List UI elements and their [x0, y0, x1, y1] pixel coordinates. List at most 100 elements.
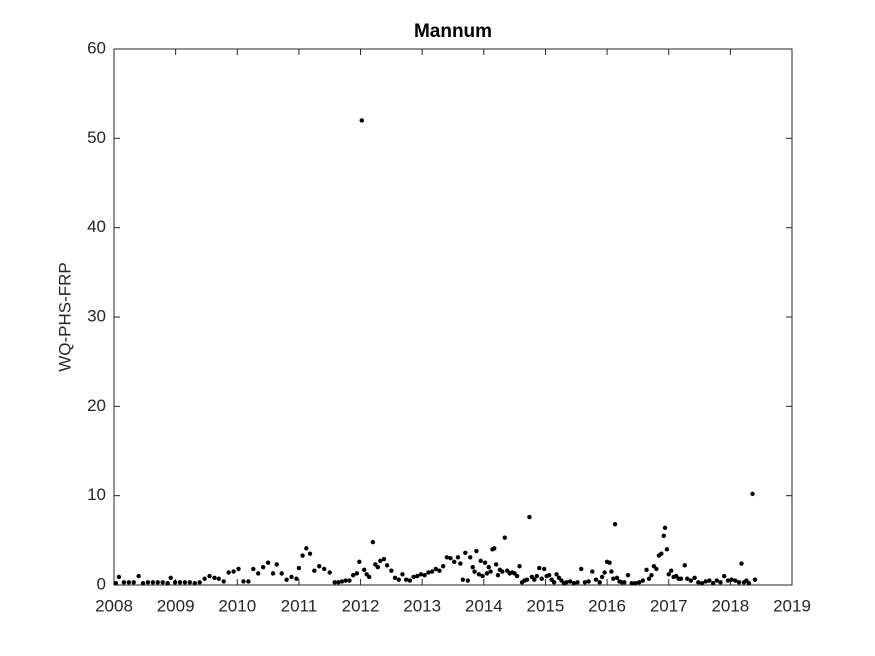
point — [495, 572, 501, 578]
point — [470, 564, 475, 570]
point — [381, 556, 387, 562]
point — [486, 564, 491, 570]
y-axis-label: WQ-PHS-FRP — [55, 262, 74, 372]
point — [468, 555, 473, 560]
point — [452, 559, 457, 564]
point — [612, 522, 618, 527]
point — [426, 570, 431, 575]
point — [321, 566, 327, 572]
point — [599, 574, 605, 580]
point — [140, 581, 146, 586]
y-tick-label: 60 — [87, 38, 106, 57]
point — [160, 580, 165, 585]
point — [440, 564, 446, 569]
point — [564, 580, 569, 585]
point — [415, 573, 420, 579]
point — [722, 573, 727, 579]
point — [640, 578, 646, 583]
point — [493, 562, 499, 567]
point — [474, 548, 479, 554]
point — [633, 581, 638, 586]
point — [226, 570, 231, 575]
point — [465, 578, 470, 583]
point — [392, 575, 398, 581]
point — [688, 578, 694, 583]
point — [532, 577, 537, 582]
point — [539, 576, 544, 581]
point — [692, 575, 697, 581]
x-tick-label: 2014 — [465, 596, 503, 615]
x-tick-label: 2016 — [588, 596, 626, 615]
x-tick-label: 2012 — [342, 596, 380, 615]
x-tick-label: 2011 — [281, 596, 318, 615]
point — [622, 580, 627, 585]
point — [294, 576, 299, 581]
x-tick-label: 2018 — [711, 596, 749, 615]
point — [343, 578, 348, 583]
point — [150, 580, 156, 585]
point — [202, 576, 207, 581]
point — [517, 564, 522, 569]
point — [131, 580, 136, 585]
point — [256, 571, 261, 576]
point — [378, 558, 383, 564]
point — [304, 546, 309, 551]
point — [752, 577, 758, 582]
point — [279, 571, 284, 576]
x-tick-label: 2017 — [650, 596, 688, 615]
point — [718, 580, 723, 585]
point — [403, 577, 409, 582]
point — [231, 569, 236, 574]
chart-title: Mannum — [414, 21, 492, 42]
point — [362, 567, 367, 573]
point — [678, 576, 684, 581]
point — [407, 578, 413, 583]
point — [554, 572, 559, 577]
point — [500, 569, 505, 574]
point — [187, 580, 193, 585]
point — [502, 535, 507, 540]
x-tick-label: 2008 — [95, 596, 133, 615]
point — [396, 577, 401, 582]
point — [472, 569, 477, 574]
point — [375, 564, 381, 570]
point — [422, 572, 427, 578]
point — [168, 575, 173, 581]
plot-area — [113, 48, 793, 586]
point — [145, 580, 151, 585]
point — [296, 565, 302, 571]
point — [327, 570, 332, 575]
point — [611, 576, 616, 581]
point — [458, 561, 463, 566]
point — [400, 572, 405, 577]
point — [418, 572, 424, 577]
point — [246, 579, 251, 584]
point — [586, 579, 591, 584]
point — [649, 572, 654, 578]
point — [597, 580, 602, 585]
point — [659, 551, 664, 556]
point — [666, 572, 671, 577]
y-tick-label: 0 — [97, 574, 106, 593]
point — [274, 562, 279, 567]
point — [165, 581, 170, 586]
point — [629, 581, 634, 586]
point — [593, 577, 599, 582]
point — [575, 580, 580, 585]
point — [350, 572, 356, 578]
point — [534, 573, 540, 579]
point — [668, 568, 674, 573]
point — [484, 571, 490, 576]
point — [696, 580, 701, 585]
point — [590, 569, 595, 574]
point — [197, 580, 202, 585]
point — [284, 577, 289, 582]
point — [433, 566, 438, 572]
point — [682, 563, 687, 568]
x-tick-label: 2009 — [157, 596, 195, 615]
point — [625, 572, 631, 578]
point — [332, 580, 337, 585]
point — [736, 580, 742, 585]
point — [537, 565, 542, 571]
